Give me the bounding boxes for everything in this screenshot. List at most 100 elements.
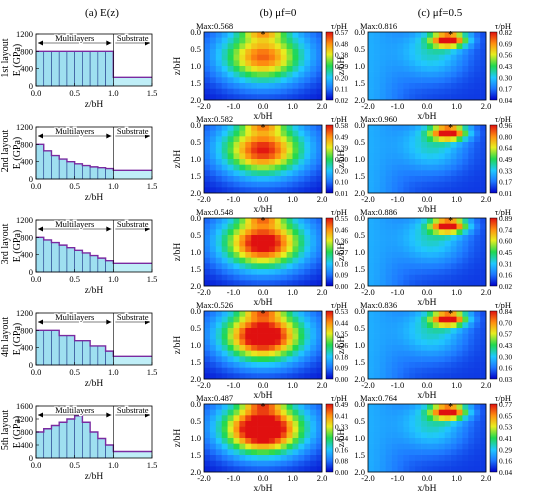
contour-c-cell [421, 187, 428, 194]
contour-c-cell [415, 426, 422, 433]
contour-c-cell [391, 240, 398, 247]
contour-c-cell [456, 130, 463, 137]
contour-b-cell [316, 257, 323, 264]
contour-c-cell [456, 362, 463, 368]
contour-c-cell [444, 350, 451, 357]
contour-b-cell [204, 32, 211, 38]
contour-b-cell [221, 170, 228, 177]
colorbar-b [325, 403, 334, 473]
contour-x-axis-label: x/bH [254, 391, 273, 401]
contour-b-cell [286, 257, 293, 264]
contour-c-cell [421, 71, 428, 78]
contour-c-cell [409, 32, 416, 38]
contour-b-cell [280, 438, 287, 444]
contour-b-cell [316, 136, 323, 143]
contour-c-cell [409, 229, 416, 236]
contour-c-cell [462, 125, 469, 131]
contour-b-cell [204, 125, 211, 131]
contour-c-cell [438, 240, 445, 247]
contour-c-cell [391, 263, 398, 270]
figure-row: 5th layout E (GPa)Multilayers Substrate040… [0, 393, 512, 494]
contour-c-cell [427, 246, 434, 253]
contour-c-cell [438, 223, 445, 230]
contour-c-cell [368, 257, 375, 264]
contour-x-tick-label: -1.0 [391, 380, 404, 390]
contour-c-cell [403, 345, 410, 351]
contour-b-cell [263, 350, 270, 357]
contour-c-cell [373, 280, 381, 287]
contour-c-cell [385, 455, 392, 461]
contour-c-cell [403, 449, 410, 456]
contour-c-cell [379, 426, 386, 433]
contour-b-cell [292, 269, 299, 275]
contour-b-cell [298, 421, 305, 427]
contour-b-cell [209, 426, 217, 433]
contour-x-tick-label: 1.0 [451, 101, 462, 111]
contour-b-cell [245, 54, 252, 61]
contour-c-cell [368, 460, 375, 467]
contour-c-cell [397, 60, 404, 67]
contour-b-cell [280, 316, 287, 323]
contour-b-cell [298, 362, 305, 368]
contour-b-cell [268, 322, 276, 329]
contour-b-cell [245, 77, 252, 84]
contour-b-cell [257, 170, 264, 177]
contour-c-cell [368, 170, 375, 177]
column-a-label: (a) E(z) [85, 7, 119, 19]
contour-c-cell [468, 71, 475, 78]
contour-c-cell [373, 83, 381, 89]
colorbar-tick-label: 0.60 [499, 237, 512, 246]
colorbar-tick-label: 0.26 [335, 341, 348, 350]
contour-b-cell [245, 88, 252, 95]
contour-c-cell [462, 449, 469, 456]
contour-b-cell [209, 409, 217, 416]
contour-c-cell [444, 404, 451, 410]
contour-b-cell [274, 147, 281, 154]
contour-b-cell [257, 218, 264, 224]
multilayers-arrow-head [38, 133, 43, 139]
contour-b-cell [221, 164, 228, 171]
contour-c-cell [474, 54, 481, 61]
contour-b-cell [233, 356, 240, 363]
contour-c-cell [480, 432, 487, 439]
contour-b-cell [221, 94, 228, 101]
contour-b-cell [257, 235, 264, 241]
contour-c-cell [391, 142, 398, 148]
contour-c-cell [462, 367, 469, 374]
contour-c-cell [438, 181, 445, 188]
contour-b-cell [221, 460, 228, 467]
contour-b-cell [245, 223, 252, 230]
contour-b-cell [227, 159, 234, 165]
contour-c-cell [468, 339, 475, 346]
contour-c-cell [427, 339, 434, 346]
contour-b-cell [221, 269, 228, 275]
multilayers-arrow-head [38, 40, 43, 46]
e-bar [43, 51, 52, 87]
contour-b-cell [227, 367, 234, 374]
contour-b-cell [292, 218, 299, 224]
contour-b-cell [274, 432, 281, 439]
contour-b-cell [215, 350, 222, 357]
contour-b-cell [268, 54, 276, 61]
contour-c-cell [385, 404, 392, 410]
contour-b-cell [233, 257, 240, 264]
contour-c-cell [403, 328, 410, 334]
contour-c-cell [391, 274, 398, 281]
e-tick-label: 0 [29, 360, 33, 370]
contour-c-cell [409, 415, 416, 422]
contour-b-cell [245, 350, 252, 357]
contour-c-cell [462, 438, 469, 444]
contour-c-cell [379, 136, 386, 143]
contour-c-cell [421, 280, 428, 287]
contour-b-cell [310, 316, 317, 323]
contour-b-cell [274, 153, 281, 160]
contour-c-cell [427, 263, 434, 270]
contour-c-cell [450, 176, 457, 182]
contour-c-cell [421, 432, 428, 439]
contour-b-cell [286, 125, 293, 131]
contour-b-cell [286, 170, 293, 177]
contour-b-cell [304, 350, 311, 357]
contour-b-cell [257, 125, 264, 131]
contour-c-cell [432, 125, 440, 131]
